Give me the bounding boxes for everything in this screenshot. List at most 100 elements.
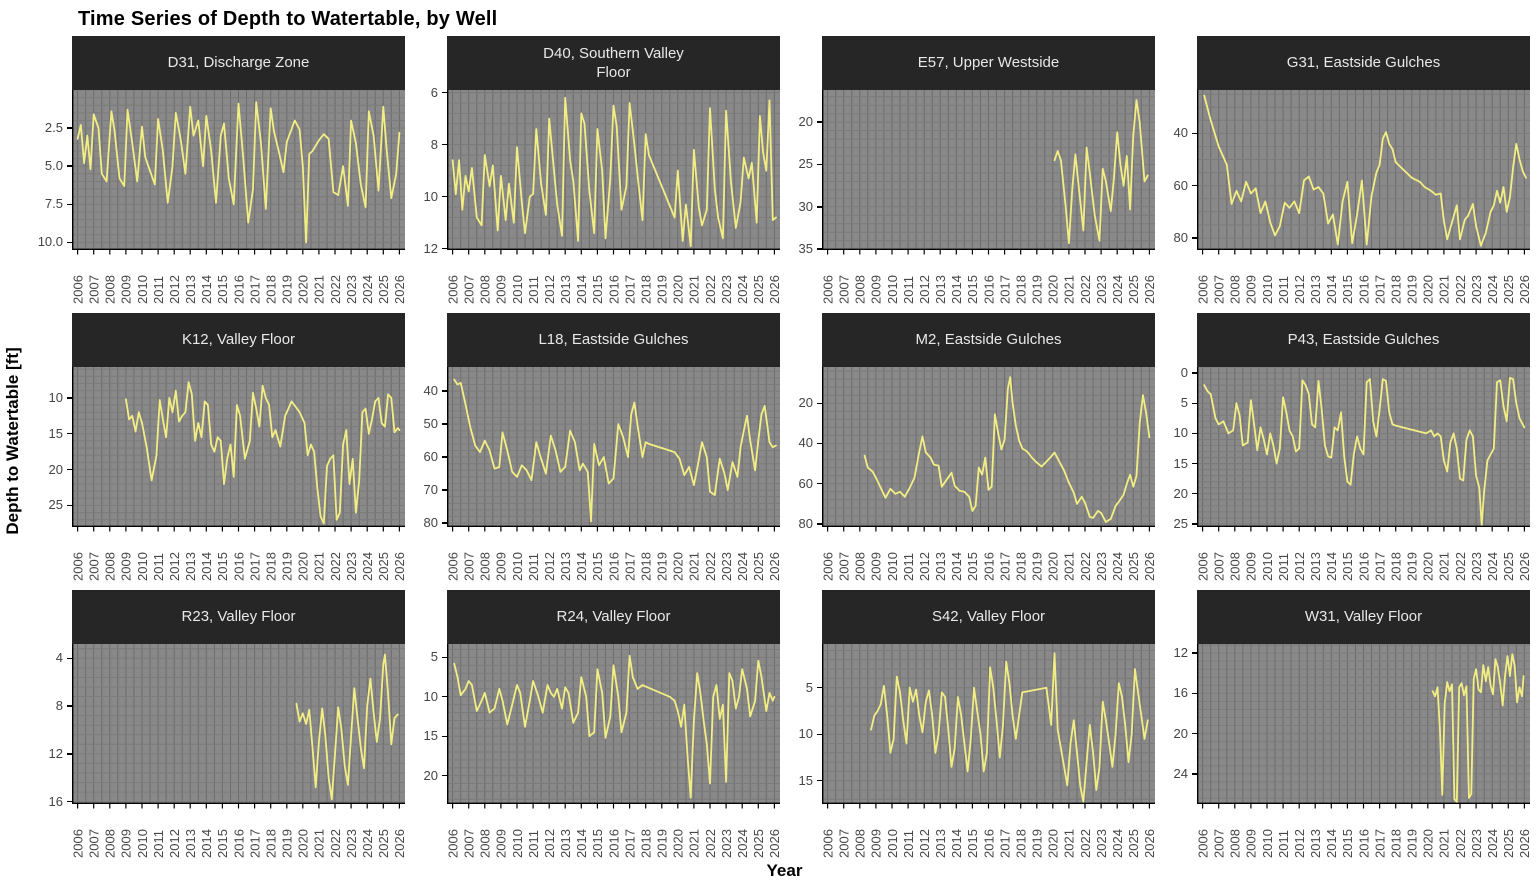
facet-strip: S42, Valley Floor — [822, 590, 1155, 644]
y-tick-mark — [442, 735, 447, 737]
y-tick-label: 15 — [423, 728, 438, 744]
y-tick-label: 0 — [1180, 365, 1188, 381]
svg-text:2019: 2019 — [280, 275, 295, 304]
svg-text:2024: 2024 — [360, 552, 375, 581]
y-tick-label: 12 — [1173, 645, 1188, 661]
svg-text:2016: 2016 — [981, 829, 996, 858]
svg-text:2013: 2013 — [1308, 829, 1323, 858]
svg-text:2009: 2009 — [869, 275, 884, 304]
svg-text:2008: 2008 — [478, 275, 493, 304]
facet-strip: W31, Valley Floor — [1197, 590, 1530, 644]
svg-text:2020: 2020 — [1046, 275, 1061, 304]
svg-text:2026: 2026 — [767, 829, 782, 858]
x-tick-labels: 2006 2007 2008 2009 2010 2011 2012 2013 2014 2015… — [820, 829, 1157, 858]
y-tick-mark — [442, 247, 447, 250]
y-tick-mark — [67, 468, 72, 471]
y-tick-label: 10 — [48, 389, 63, 405]
y-tick-label: 24 — [1173, 765, 1188, 781]
facet-panel-d40: D40, Southern Valley Floor 6 8 10 12 2006 20… — [405, 36, 782, 307]
facet-panel-k12: K12, Valley Floor 10 15 20 25 2006 2007 2008 2… — [30, 313, 407, 584]
svg-text:2007: 2007 — [87, 552, 102, 581]
svg-text:2026: 2026 — [1142, 829, 1157, 858]
svg-text:2026: 2026 — [767, 552, 782, 581]
svg-text:2013: 2013 — [183, 552, 198, 581]
y-tick-label: 80 — [798, 515, 813, 531]
svg-text:2019: 2019 — [1405, 275, 1420, 304]
svg-text:2011: 2011 — [151, 830, 166, 858]
facet-strip: E57, Upper Westside — [822, 36, 1155, 90]
svg-text:2019: 2019 — [655, 829, 670, 858]
svg-text:2016: 2016 — [231, 552, 246, 581]
series-line-r24 — [453, 654, 776, 799]
y-tick-label: 15 — [48, 425, 63, 441]
x-axis: 2006 2007 2008 2009 2010 2011 2012 2013 2014 2015… — [70, 527, 407, 581]
svg-text:2020: 2020 — [671, 275, 686, 304]
y-tick-label: 60 — [423, 449, 438, 465]
x-axis: 2006 2007 2008 2009 2010 2011 2012 2013 2014 2015… — [1195, 804, 1532, 858]
svg-text:2017: 2017 — [997, 829, 1012, 858]
svg-text:2016: 2016 — [981, 552, 996, 581]
svg-text:2007: 2007 — [1212, 829, 1227, 858]
strip-label: P43, Eastside Gulches — [1287, 331, 1440, 349]
svg-text:2022: 2022 — [328, 552, 343, 581]
x-axis: 2006 2007 2008 2009 2010 2011 2012 2013 2014 2015… — [445, 804, 782, 858]
y-tick-label: 80 — [423, 515, 438, 531]
svg-text:2026: 2026 — [1517, 552, 1532, 581]
svg-text:2024: 2024 — [1110, 552, 1125, 581]
y-tick-mark — [817, 483, 822, 485]
svg-text:2013: 2013 — [183, 829, 198, 858]
svg-text:2009: 2009 — [119, 275, 134, 304]
svg-text:2022: 2022 — [328, 275, 343, 304]
svg-text:2023: 2023 — [1469, 275, 1484, 304]
svg-text:2010: 2010 — [135, 829, 150, 858]
svg-text:2006: 2006 — [1195, 275, 1210, 304]
y-tick-label: 10.0 — [37, 234, 63, 250]
svg-text:2010: 2010 — [510, 275, 525, 304]
svg-text:2020: 2020 — [296, 275, 311, 304]
y-tick-label: 20 — [423, 767, 438, 783]
facet-panel-m2: M2, Eastside Gulches 20 40 60 80 2006 2007 20… — [780, 313, 1157, 584]
x-axis: 2006 2007 2008 2009 2010 2011 2012 2013 2014 2015… — [820, 527, 1157, 581]
svg-text:2014: 2014 — [1324, 552, 1339, 581]
y-tick-label: 25 — [798, 156, 813, 172]
y-tick-mark — [67, 705, 72, 707]
y-axis: 20 40 60 80 — [780, 367, 822, 530]
svg-text:2014: 2014 — [574, 275, 589, 304]
gridlines — [72, 90, 405, 250]
svg-text:2014: 2014 — [199, 552, 214, 581]
svg-text:2011: 2011 — [901, 553, 916, 581]
y-tick-label: 12 — [48, 745, 63, 761]
svg-text:2010: 2010 — [510, 552, 525, 581]
svg-text:2019: 2019 — [1405, 829, 1420, 858]
y-axis: 40 50 60 70 80 — [405, 367, 447, 531]
y-tick-mark — [1192, 237, 1197, 239]
facet-panel-r24: R24, Valley Floor 5 10 15 20 2006 2007 2008 20… — [405, 590, 782, 861]
svg-text:2022: 2022 — [1078, 829, 1093, 858]
series-line-e57 — [1053, 99, 1149, 245]
svg-text:2022: 2022 — [703, 552, 718, 581]
svg-text:2024: 2024 — [360, 829, 375, 858]
svg-text:2011: 2011 — [1276, 830, 1291, 858]
y-tick-mark — [442, 774, 447, 777]
y-tick-label: 20 — [48, 461, 63, 477]
x-tick-marks — [76, 250, 400, 255]
svg-text:2013: 2013 — [933, 552, 948, 581]
y-tick-label: 70 — [423, 482, 438, 498]
svg-text:2023: 2023 — [719, 275, 734, 304]
svg-text:2020: 2020 — [671, 829, 686, 858]
x-tick-marks — [1201, 250, 1525, 255]
x-axis: 2006 2007 2008 2009 2010 2011 2012 2013 2014 2015… — [820, 804, 1157, 858]
svg-text:2013: 2013 — [1308, 275, 1323, 304]
svg-text:2021: 2021 — [312, 829, 327, 858]
svg-text:2010: 2010 — [885, 552, 900, 581]
svg-text:2017: 2017 — [997, 552, 1012, 581]
svg-text:2016: 2016 — [1356, 552, 1371, 581]
svg-text:2014: 2014 — [574, 552, 589, 581]
y-tick-mark — [817, 121, 822, 123]
svg-text:2025: 2025 — [376, 829, 391, 858]
svg-text:2016: 2016 — [981, 275, 996, 304]
svg-text:2009: 2009 — [1244, 552, 1259, 581]
svg-text:2007: 2007 — [837, 829, 852, 858]
y-tick-mark — [67, 657, 72, 660]
svg-text:2015: 2015 — [590, 552, 605, 581]
